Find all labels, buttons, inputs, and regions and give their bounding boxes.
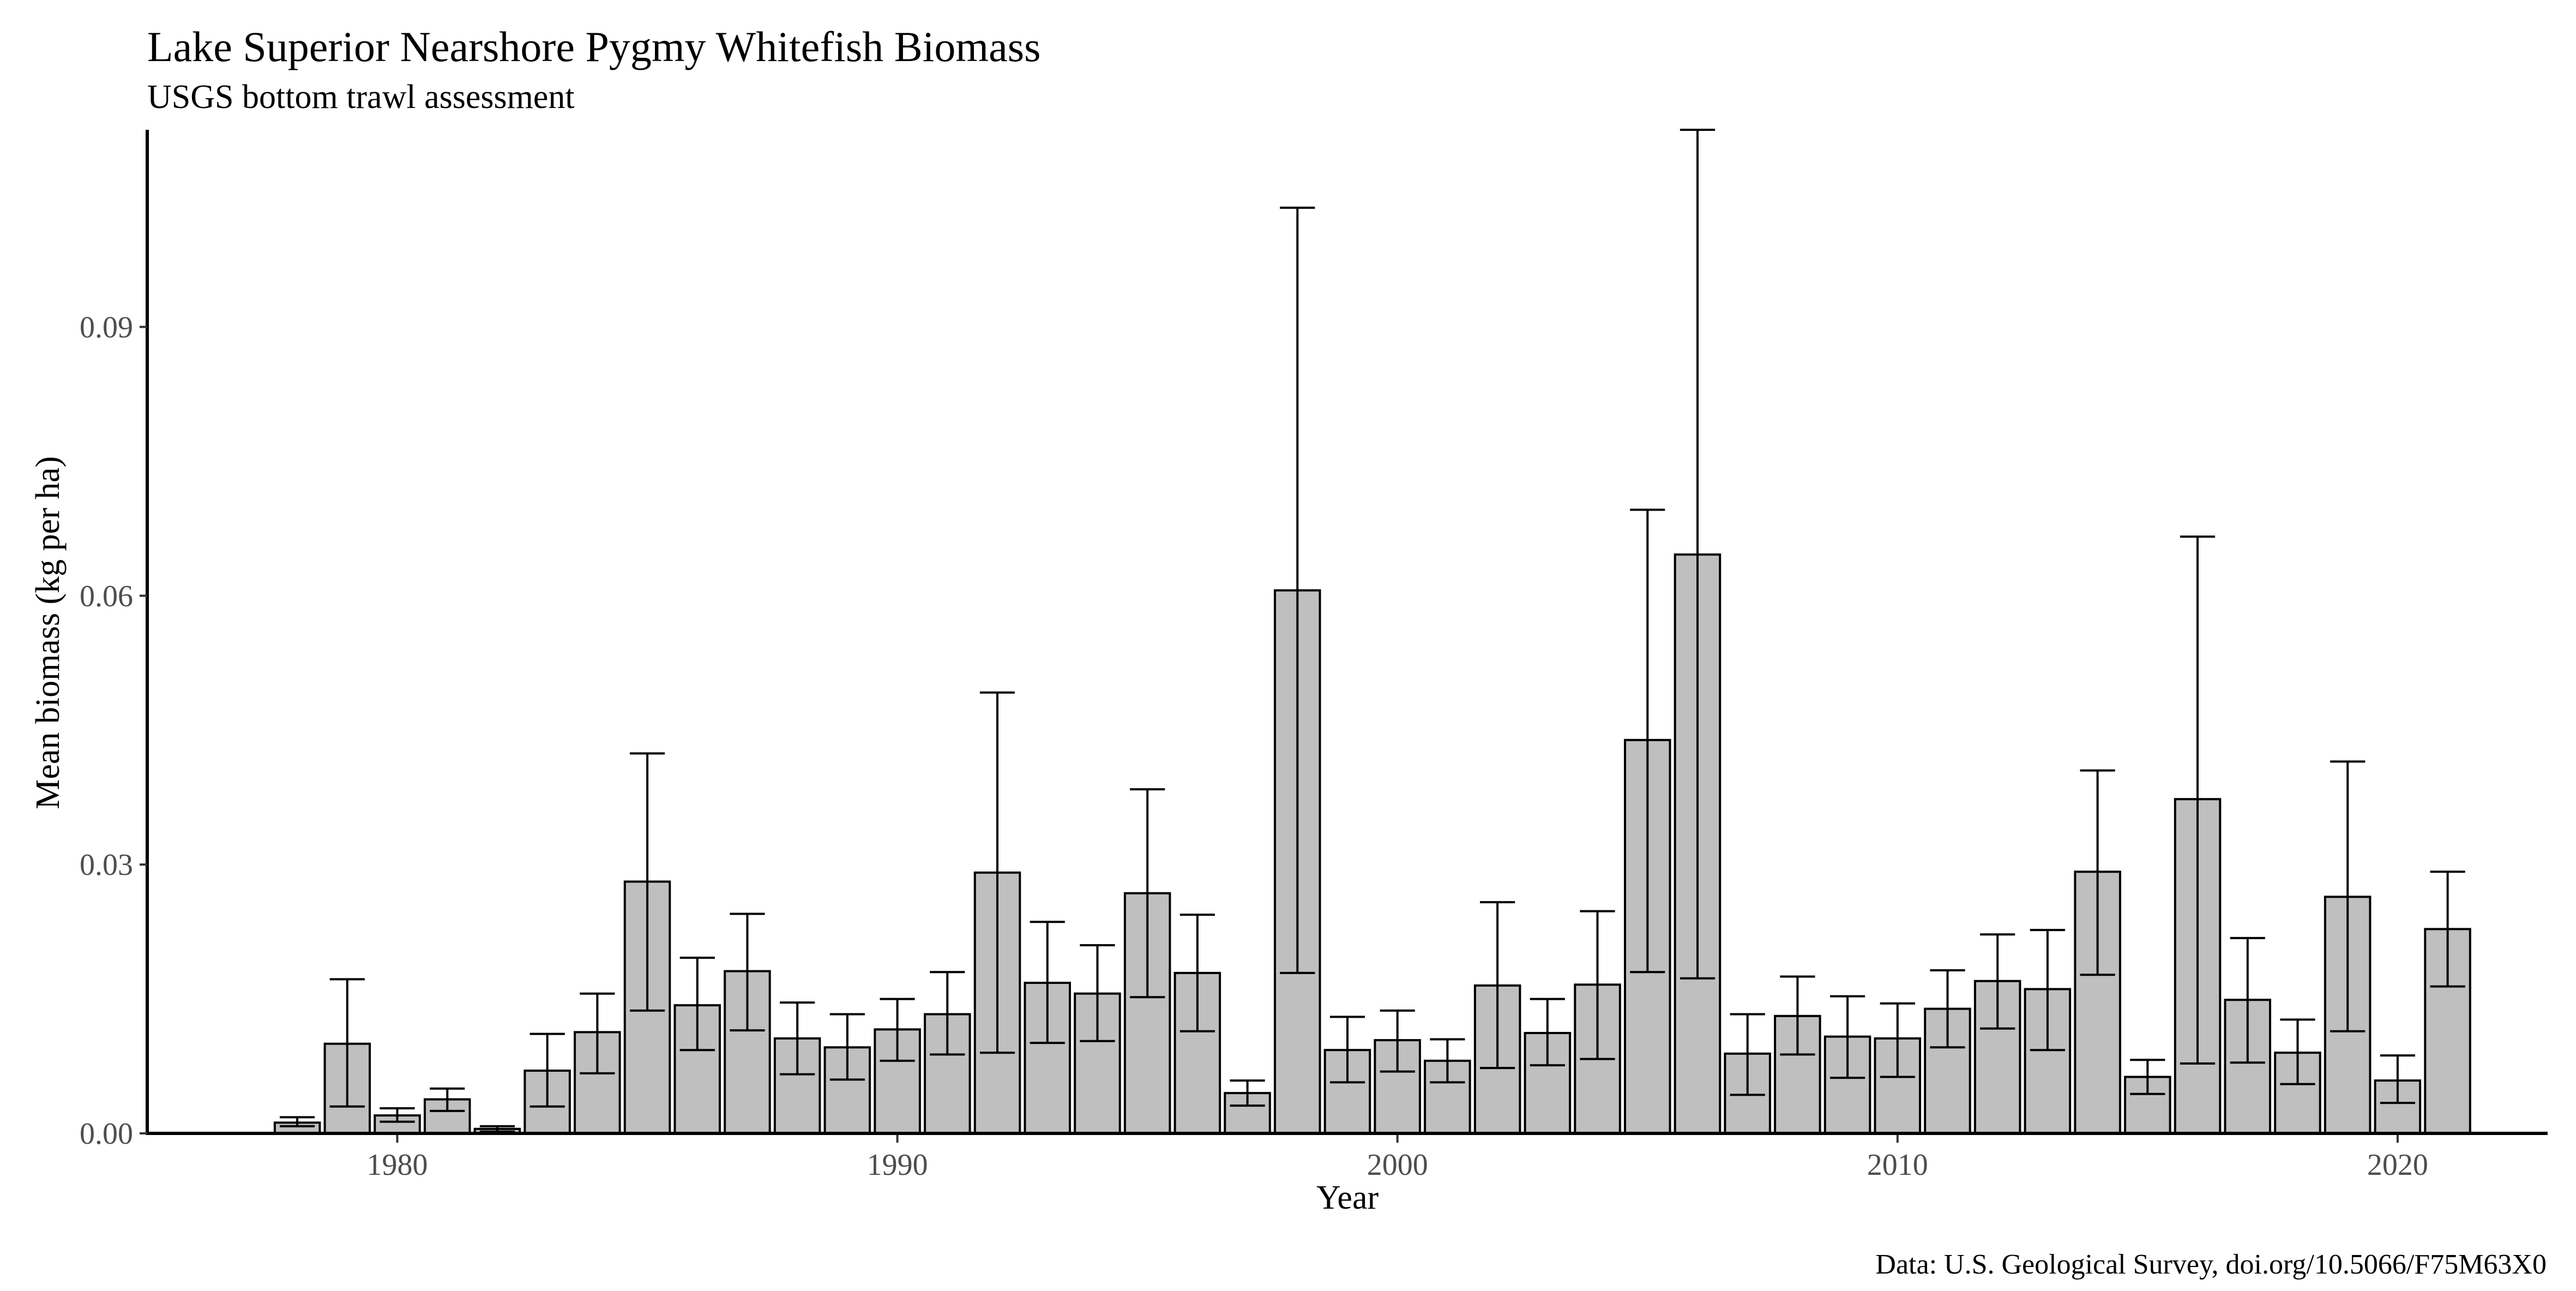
errorbar-2005	[1630, 508, 1665, 974]
errorbar-2014	[2080, 769, 2115, 976]
y-ticks-layer: 0.00 0.03 0.06 0.09	[80, 310, 147, 1151]
errorbar-1984	[580, 992, 615, 1074]
y-tick-label: 0.00	[80, 1117, 133, 1151]
errorbar-1979	[329, 978, 365, 1108]
errorbar-2008	[1780, 975, 1815, 1056]
errorbar-2011	[1930, 969, 1965, 1049]
errorbar-2018	[2280, 1018, 2315, 1085]
errorbar-2009	[1830, 995, 1865, 1079]
x-tick-label: 1980	[367, 1148, 428, 1182]
y-tick-label: 0.09	[80, 310, 133, 344]
errorbar-1994	[1080, 944, 1115, 1042]
x-tick-label: 1990	[867, 1148, 928, 1182]
errorbar-2007	[1730, 1013, 1765, 1096]
x-ticks-layer: 1980 1990 2000 2010 2020	[367, 1135, 2428, 1182]
errorbar-1981	[430, 1087, 465, 1112]
errorbar-2021	[2430, 870, 2465, 988]
errorbar-1996	[1179, 914, 1215, 1032]
errorbar-2019	[2330, 760, 2366, 1032]
errorbar-1983	[529, 1032, 565, 1108]
errorbar-2002	[1480, 901, 1515, 1070]
y-tick-label: 0.06	[80, 579, 133, 613]
errorbar-1992	[979, 691, 1015, 1054]
x-tick-label: 2020	[2367, 1148, 2428, 1182]
errorbar-1993	[1030, 921, 1065, 1044]
chart-caption: Data: U.S. Geological Survey, doi.org/10…	[1875, 1249, 2547, 1280]
errorbar-2004	[1580, 910, 1615, 1060]
x-tick-label: 2010	[1867, 1148, 1928, 1182]
errorbar-2010	[1880, 1002, 1915, 1078]
errorbar-2020	[2380, 1054, 2415, 1104]
x-axis-title: Year	[1316, 1179, 1379, 1216]
bar-2008	[1774, 1014, 1821, 1135]
x-tick-label: 2000	[1367, 1148, 1428, 1182]
chart-title: Lake Superior Nearshore Pygmy Whitefish …	[147, 23, 1040, 70]
errorbar-1999	[1329, 1016, 1365, 1084]
y-axis-title: Mean biomass (kg per ha)	[29, 456, 67, 809]
errorbar-1978	[280, 1116, 315, 1127]
errorbar-2015	[2130, 1059, 2165, 1095]
errorbar-2013	[2030, 929, 2065, 1052]
errorbar-1987	[730, 912, 765, 1032]
errorbar-1991	[930, 971, 965, 1056]
errorbar-2000	[1380, 1009, 1415, 1073]
errorbar-2016	[2180, 535, 2216, 1065]
errorbar-1995	[1130, 788, 1165, 999]
errorbar-2006	[1680, 129, 1716, 980]
y-tick-label: 0.03	[80, 848, 133, 882]
errorbar-1997	[1230, 1079, 1265, 1107]
errorbar-1986	[679, 957, 715, 1052]
errorbar-1998	[1280, 206, 1315, 974]
errorbar-2017	[2230, 936, 2265, 1064]
errorbar-1980	[380, 1107, 415, 1123]
errorbar-1985	[630, 752, 665, 1012]
errorbar-1989	[829, 1013, 865, 1081]
chart-subtitle: USGS bottom trawl assessment	[147, 79, 575, 116]
errorbar-2012	[1980, 933, 2015, 1030]
errorbar-2003	[1530, 998, 1565, 1067]
errorbar-1990	[880, 998, 915, 1062]
errorbar-1988	[780, 1001, 815, 1076]
errorbar-2001	[1430, 1038, 1465, 1084]
errorbars-layer	[280, 129, 2465, 1133]
bars-layer	[273, 553, 2471, 1135]
errorbar-1982	[479, 1125, 515, 1133]
